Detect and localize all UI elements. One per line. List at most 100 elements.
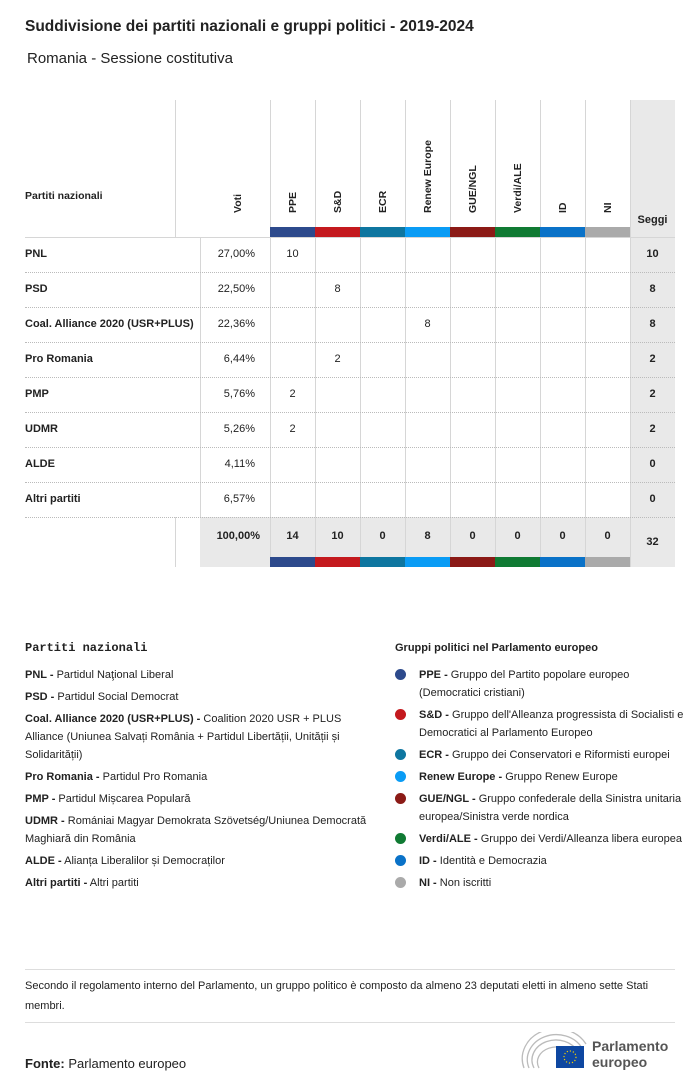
legend-name: Gruppo dei Conservatori e Riformisti eur… xyxy=(452,749,670,761)
party-votes: 6,57% xyxy=(223,493,255,505)
legend-name: Alianța Liberalilor și Democraților xyxy=(64,855,225,867)
column-divider xyxy=(175,100,176,237)
hemicycle-icon xyxy=(521,1027,587,1069)
group-seats: 2 xyxy=(289,423,296,435)
column-divider xyxy=(270,100,271,567)
source: Fonte: Parlamento europeo xyxy=(25,1056,186,1071)
legend-name: Partidul Pro Romania xyxy=(102,771,208,783)
group-color-dot xyxy=(395,709,406,720)
ep-logo: Parlamento europeo xyxy=(520,1027,668,1077)
group-color-bar xyxy=(405,557,450,567)
group-seats: 2 xyxy=(289,388,296,400)
header-group: Verdi/ALE xyxy=(495,100,540,225)
group-color-dot xyxy=(395,771,406,782)
legend-group-item: NI - Non iscritti xyxy=(395,874,685,892)
header-party: Partiti nazionali xyxy=(25,190,103,202)
header-group: ECR xyxy=(360,100,405,225)
group-seats: 2 xyxy=(334,353,341,365)
header-group-label: Verdi/ALE xyxy=(511,163,524,213)
legend-abbr: PSD - xyxy=(25,691,55,703)
legend-abbr: PMP - xyxy=(25,793,56,805)
total-group-seats: 0 xyxy=(604,530,611,542)
legend-abbr: Pro Romania - xyxy=(25,771,100,783)
party-name: Pro Romania xyxy=(25,353,93,365)
legend-name: Gruppo confederale della Sinistra unitar… xyxy=(419,793,682,823)
legend-name: Partidul Social Democrat xyxy=(57,691,179,703)
legend-name: Identità e Democrazia xyxy=(439,855,547,867)
total-group-seats: 0 xyxy=(559,530,566,542)
column-divider xyxy=(585,100,586,567)
note: Secondo il regolamento interno del Parla… xyxy=(25,980,649,1012)
group-color-dot xyxy=(395,793,406,804)
legend-name: Gruppo del Partito popolare europeo (Dem… xyxy=(419,669,630,699)
party-name: PMP xyxy=(25,388,49,400)
source-value: Parlamento europeo xyxy=(68,1056,187,1071)
legend-group-item: Verdi/ALE - Gruppo dei Verdi/Alleanza li… xyxy=(395,830,685,848)
group-color-bar xyxy=(315,227,360,237)
group-color-bar xyxy=(315,557,360,567)
header-group-label: S&D xyxy=(331,190,344,213)
row-divider xyxy=(25,482,675,483)
seats-column-bg xyxy=(630,100,675,567)
header-group: PPE xyxy=(270,100,315,225)
legend-abbr: ECR - xyxy=(419,749,449,761)
group-color-dot xyxy=(395,669,406,680)
group-color-bar xyxy=(450,557,495,567)
group-seats: 10 xyxy=(286,248,299,260)
party-votes: 4,11% xyxy=(224,458,255,470)
header-votes: Voti xyxy=(231,193,244,213)
header-group: NI xyxy=(585,100,630,225)
header-group-label: PPE xyxy=(286,191,299,213)
legend-party-item: Pro Romania - Partidul Pro Romania xyxy=(25,768,370,786)
legend-name: Gruppo Renew Europe xyxy=(505,771,618,783)
legend-party-item: PSD - Partidul Social Democrat xyxy=(25,688,370,706)
legend-groups-title: Gruppi politici nel Parlamento europeo xyxy=(395,642,598,654)
row-divider xyxy=(25,342,675,343)
legend-abbr: Verdi/ALE - xyxy=(419,833,478,845)
legend-abbr: Coal. Alliance 2020 (USR+PLUS) - xyxy=(25,713,201,725)
legend-name: Coalition 2020 USR + PLUS Alliance (Uniu… xyxy=(25,713,342,761)
party-name: Coal. Alliance 2020 (USR+PLUS) xyxy=(25,318,194,330)
group-color-dot xyxy=(395,877,406,888)
page-subtitle: Romania - Sessione costitutiva xyxy=(27,50,233,67)
party-name: PSD xyxy=(25,283,48,295)
header-divider xyxy=(25,237,675,238)
party-seats: 8 xyxy=(649,283,656,295)
legend-parties-title: Partiti nazionali xyxy=(25,641,148,655)
group-color-bar xyxy=(540,227,585,237)
group-seats: 8 xyxy=(424,318,431,330)
party-name: UDMR xyxy=(25,423,58,435)
header-seats: Seggi xyxy=(637,214,668,226)
group-color-bar xyxy=(495,557,540,567)
legend-group-item: PPE - Gruppo del Partito popolare europe… xyxy=(395,666,685,702)
group-color-bar xyxy=(270,227,315,237)
total-seats: 32 xyxy=(646,536,659,548)
column-divider xyxy=(315,100,316,567)
column-divider xyxy=(405,100,406,567)
party-seats: 0 xyxy=(649,493,656,505)
legend-name: Altri partiti xyxy=(89,877,139,889)
column-divider xyxy=(360,100,361,567)
legend-name: Non iscritti xyxy=(439,877,492,889)
party-seats: 0 xyxy=(649,458,656,470)
party-name: Altri partiti xyxy=(25,493,81,505)
party-votes: 5,26% xyxy=(223,423,255,435)
legend-name: Partidul Mișcarea Populară xyxy=(58,793,191,805)
legend-party-item: ALDE - Alianța Liberalilor și Democrațil… xyxy=(25,852,370,870)
legend-group-item: ECR - Gruppo dei Conservatori e Riformis… xyxy=(395,746,685,764)
party-seats: 2 xyxy=(649,423,656,435)
row-divider xyxy=(25,412,675,413)
header-group: S&D xyxy=(315,100,360,225)
header-group: GUE/NGL xyxy=(450,100,495,225)
legend-party-item: UDMR - Romániai Magyar Demokrata Szövets… xyxy=(25,812,370,848)
row-divider xyxy=(25,517,675,518)
legend-abbr: ALDE - xyxy=(25,855,62,867)
legend-abbr: ID - xyxy=(419,855,437,867)
total-group-seats: 14 xyxy=(286,530,299,542)
legend-name: Romániai Magyar Demokrata Szövetség/Uniu… xyxy=(25,815,367,845)
party-name: PNL xyxy=(25,248,47,260)
column-divider xyxy=(540,100,541,567)
row-divider xyxy=(25,377,675,378)
group-color-dot xyxy=(395,855,406,866)
legend-parties: PNL - Partidul Naţional Liberal PSD - Par… xyxy=(25,666,370,896)
